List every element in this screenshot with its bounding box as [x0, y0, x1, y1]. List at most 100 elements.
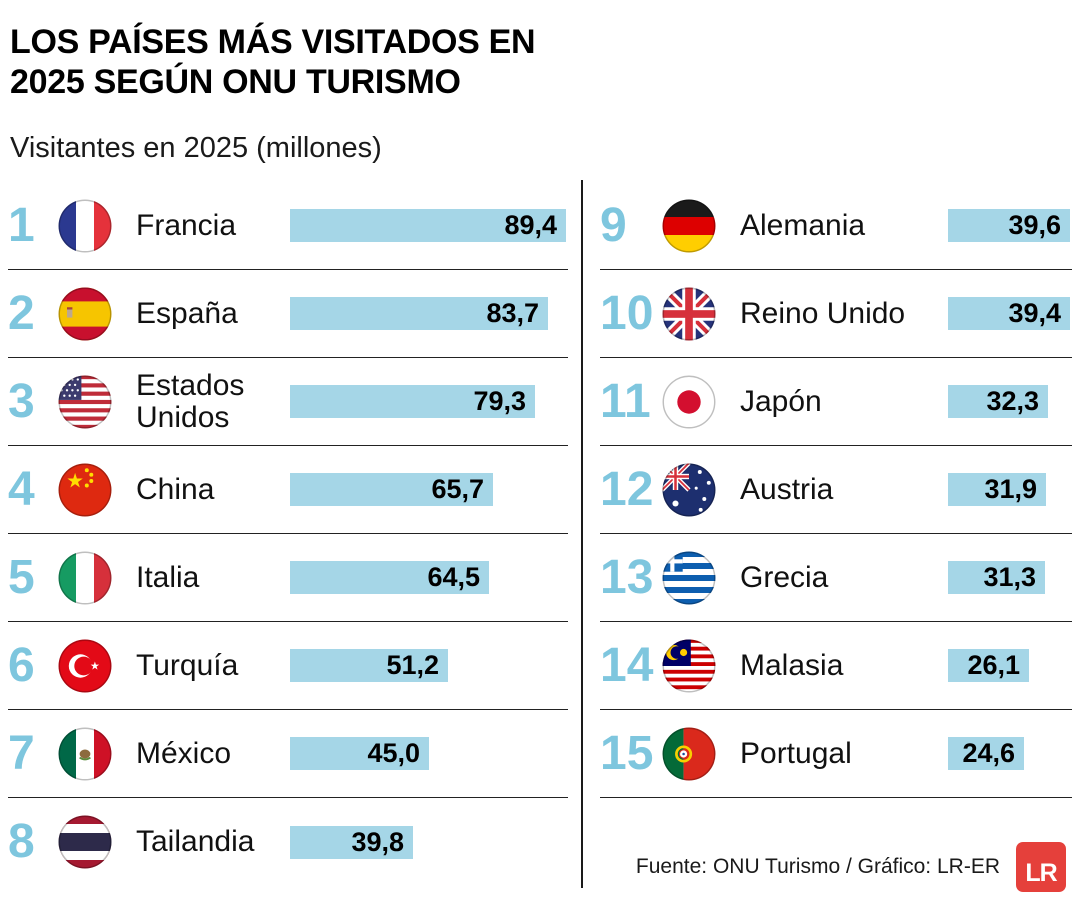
value-bar: 32,3 [948, 385, 1048, 418]
bar-area: 51,2 [290, 649, 568, 682]
page-title: LOS PAÍSES MÁS VISITADOS EN 2025 SEGÚN ON… [10, 22, 536, 102]
country-row: 5 Italia 64,5 [8, 534, 568, 622]
flag-austria-icon [662, 463, 716, 517]
value-bar: 45,0 [290, 737, 429, 770]
country-row: 3 Estados Unidos 79,3 [8, 358, 568, 446]
flag-turkey-icon [58, 639, 112, 693]
value-label: 64,5 [427, 562, 480, 592]
bar-area: 39,6 [948, 209, 1072, 242]
rank-label: 6 [8, 638, 35, 692]
flag-greece-icon [662, 551, 716, 605]
flag-thailand-icon [58, 815, 112, 869]
rank-label: 3 [8, 374, 35, 428]
ranking-column-right: 9 Alemania 39,6 10 Reino Unido 39,4 11 Japón 32,… [600, 182, 1072, 798]
source-credit: Fuente: ONU Turismo / Gráfico: LR-ER [635, 855, 1000, 878]
country-name: Japón [740, 384, 822, 418]
rank-label: 7 [8, 726, 35, 780]
country-name: Portugal [740, 736, 852, 770]
country-row: 13 Grecia 31,3 [600, 534, 1072, 622]
bar-area: 31,3 [948, 561, 1072, 594]
country-name: Malasia [740, 648, 844, 682]
country-name: Reino Unido [740, 296, 906, 330]
country-name: Alemania [740, 208, 866, 242]
bar-area: 79,3 [290, 385, 568, 418]
value-label: 83,7 [486, 298, 539, 328]
bar-area: 83,7 [290, 297, 568, 330]
title-line-2: 2025 SEGÚN ONU TURISMO [10, 63, 461, 102]
bar-area: 64,5 [290, 561, 568, 594]
value-bar: 83,7 [290, 297, 548, 330]
lr-logo-text: LR [1025, 859, 1057, 887]
value-bar: 89,4 [290, 209, 566, 242]
flag-spain-icon [58, 287, 112, 341]
chart-subtitle: Visitantes en 2025 (millones) [10, 132, 382, 165]
value-label: 51,2 [386, 650, 439, 680]
country-name: Estados Unidos [136, 369, 245, 434]
rank-label: 10 [600, 286, 654, 340]
value-bar: 65,7 [290, 473, 493, 506]
value-bar: 39,6 [948, 209, 1070, 242]
country-row: 2 España 83,7 [8, 270, 568, 358]
value-label: 24,6 [962, 738, 1015, 768]
rank-label: 12 [600, 462, 654, 516]
rank-label: 13 [600, 550, 654, 604]
rank-label: 9 [600, 198, 627, 252]
bar-area: 26,1 [948, 649, 1072, 682]
value-bar: 39,4 [948, 297, 1070, 330]
country-row: 10 Reino Unido 39,4 [600, 270, 1072, 358]
flag-germany-icon [662, 199, 716, 253]
flag-japan-icon [662, 375, 716, 429]
country-name: Tailandia [136, 825, 255, 859]
flag-france-icon [58, 199, 112, 253]
value-label: 26,1 [967, 650, 1020, 680]
value-label: 79,3 [473, 386, 526, 416]
country-row: 11 Japón 32,3 [600, 358, 1072, 446]
flag-italy-icon [58, 551, 112, 605]
bar-area: 45,0 [290, 737, 568, 770]
flag-portugal-icon [662, 727, 716, 781]
value-bar: 31,9 [948, 473, 1046, 506]
bar-area: 32,3 [948, 385, 1072, 418]
country-name: Grecia [740, 560, 829, 594]
bar-area: 65,7 [290, 473, 568, 506]
country-name: México [136, 736, 232, 770]
country-name: Italia [136, 560, 200, 594]
country-name: Turquía [136, 648, 239, 682]
country-name: China [136, 472, 215, 506]
value-label: 65,7 [431, 474, 484, 504]
bar-area: 89,4 [290, 209, 568, 242]
bar-area: 31,9 [948, 473, 1072, 506]
lr-logo: LR [1016, 842, 1066, 892]
country-row: 7 México 45,0 [8, 710, 568, 798]
country-row: 4 China 65,7 [8, 446, 568, 534]
country-row: 6 Turquía 51,2 [8, 622, 568, 710]
value-label: 39,6 [1008, 210, 1061, 240]
country-row: 15 Portugal 24,6 [600, 710, 1072, 798]
bar-area: 39,4 [948, 297, 1072, 330]
country-name: España [136, 296, 238, 330]
flag-mexico-icon [58, 727, 112, 781]
bar-area: 24,6 [948, 737, 1072, 770]
value-bar: 24,6 [948, 737, 1024, 770]
footer: Fuente: ONU Turismo / Gráfico: LR-ER LR [636, 842, 1066, 892]
country-row: 8 Tailandia 39,8 [8, 798, 568, 886]
flag-usa-icon [58, 375, 112, 429]
flag-uk-icon [662, 287, 716, 341]
value-bar: 64,5 [290, 561, 489, 594]
title-line-1: LOS PAÍSES MÁS VISITADOS EN [10, 23, 536, 61]
bar-area: 39,8 [290, 825, 568, 859]
rank-label: 11 [600, 374, 651, 428]
rank-label: 4 [8, 462, 35, 516]
ranking-column-left: 1 Francia 89,4 2 España 83,7 3 Estados Unidos 79… [8, 182, 568, 886]
rank-label: 14 [600, 638, 654, 692]
country-row: 9 Alemania 39,6 [600, 182, 1072, 270]
value-label: 45,0 [367, 738, 420, 768]
value-label: 32,3 [986, 386, 1039, 416]
rank-label: 5 [8, 550, 35, 604]
rank-label: 8 [8, 815, 35, 868]
header: LOS PAÍSES MÁS VISITADOS EN 2025 SEGÚN ON… [10, 22, 536, 165]
flag-malaysia-icon [662, 639, 716, 693]
value-label: 89,4 [504, 210, 557, 240]
flag-china-icon [58, 463, 112, 517]
